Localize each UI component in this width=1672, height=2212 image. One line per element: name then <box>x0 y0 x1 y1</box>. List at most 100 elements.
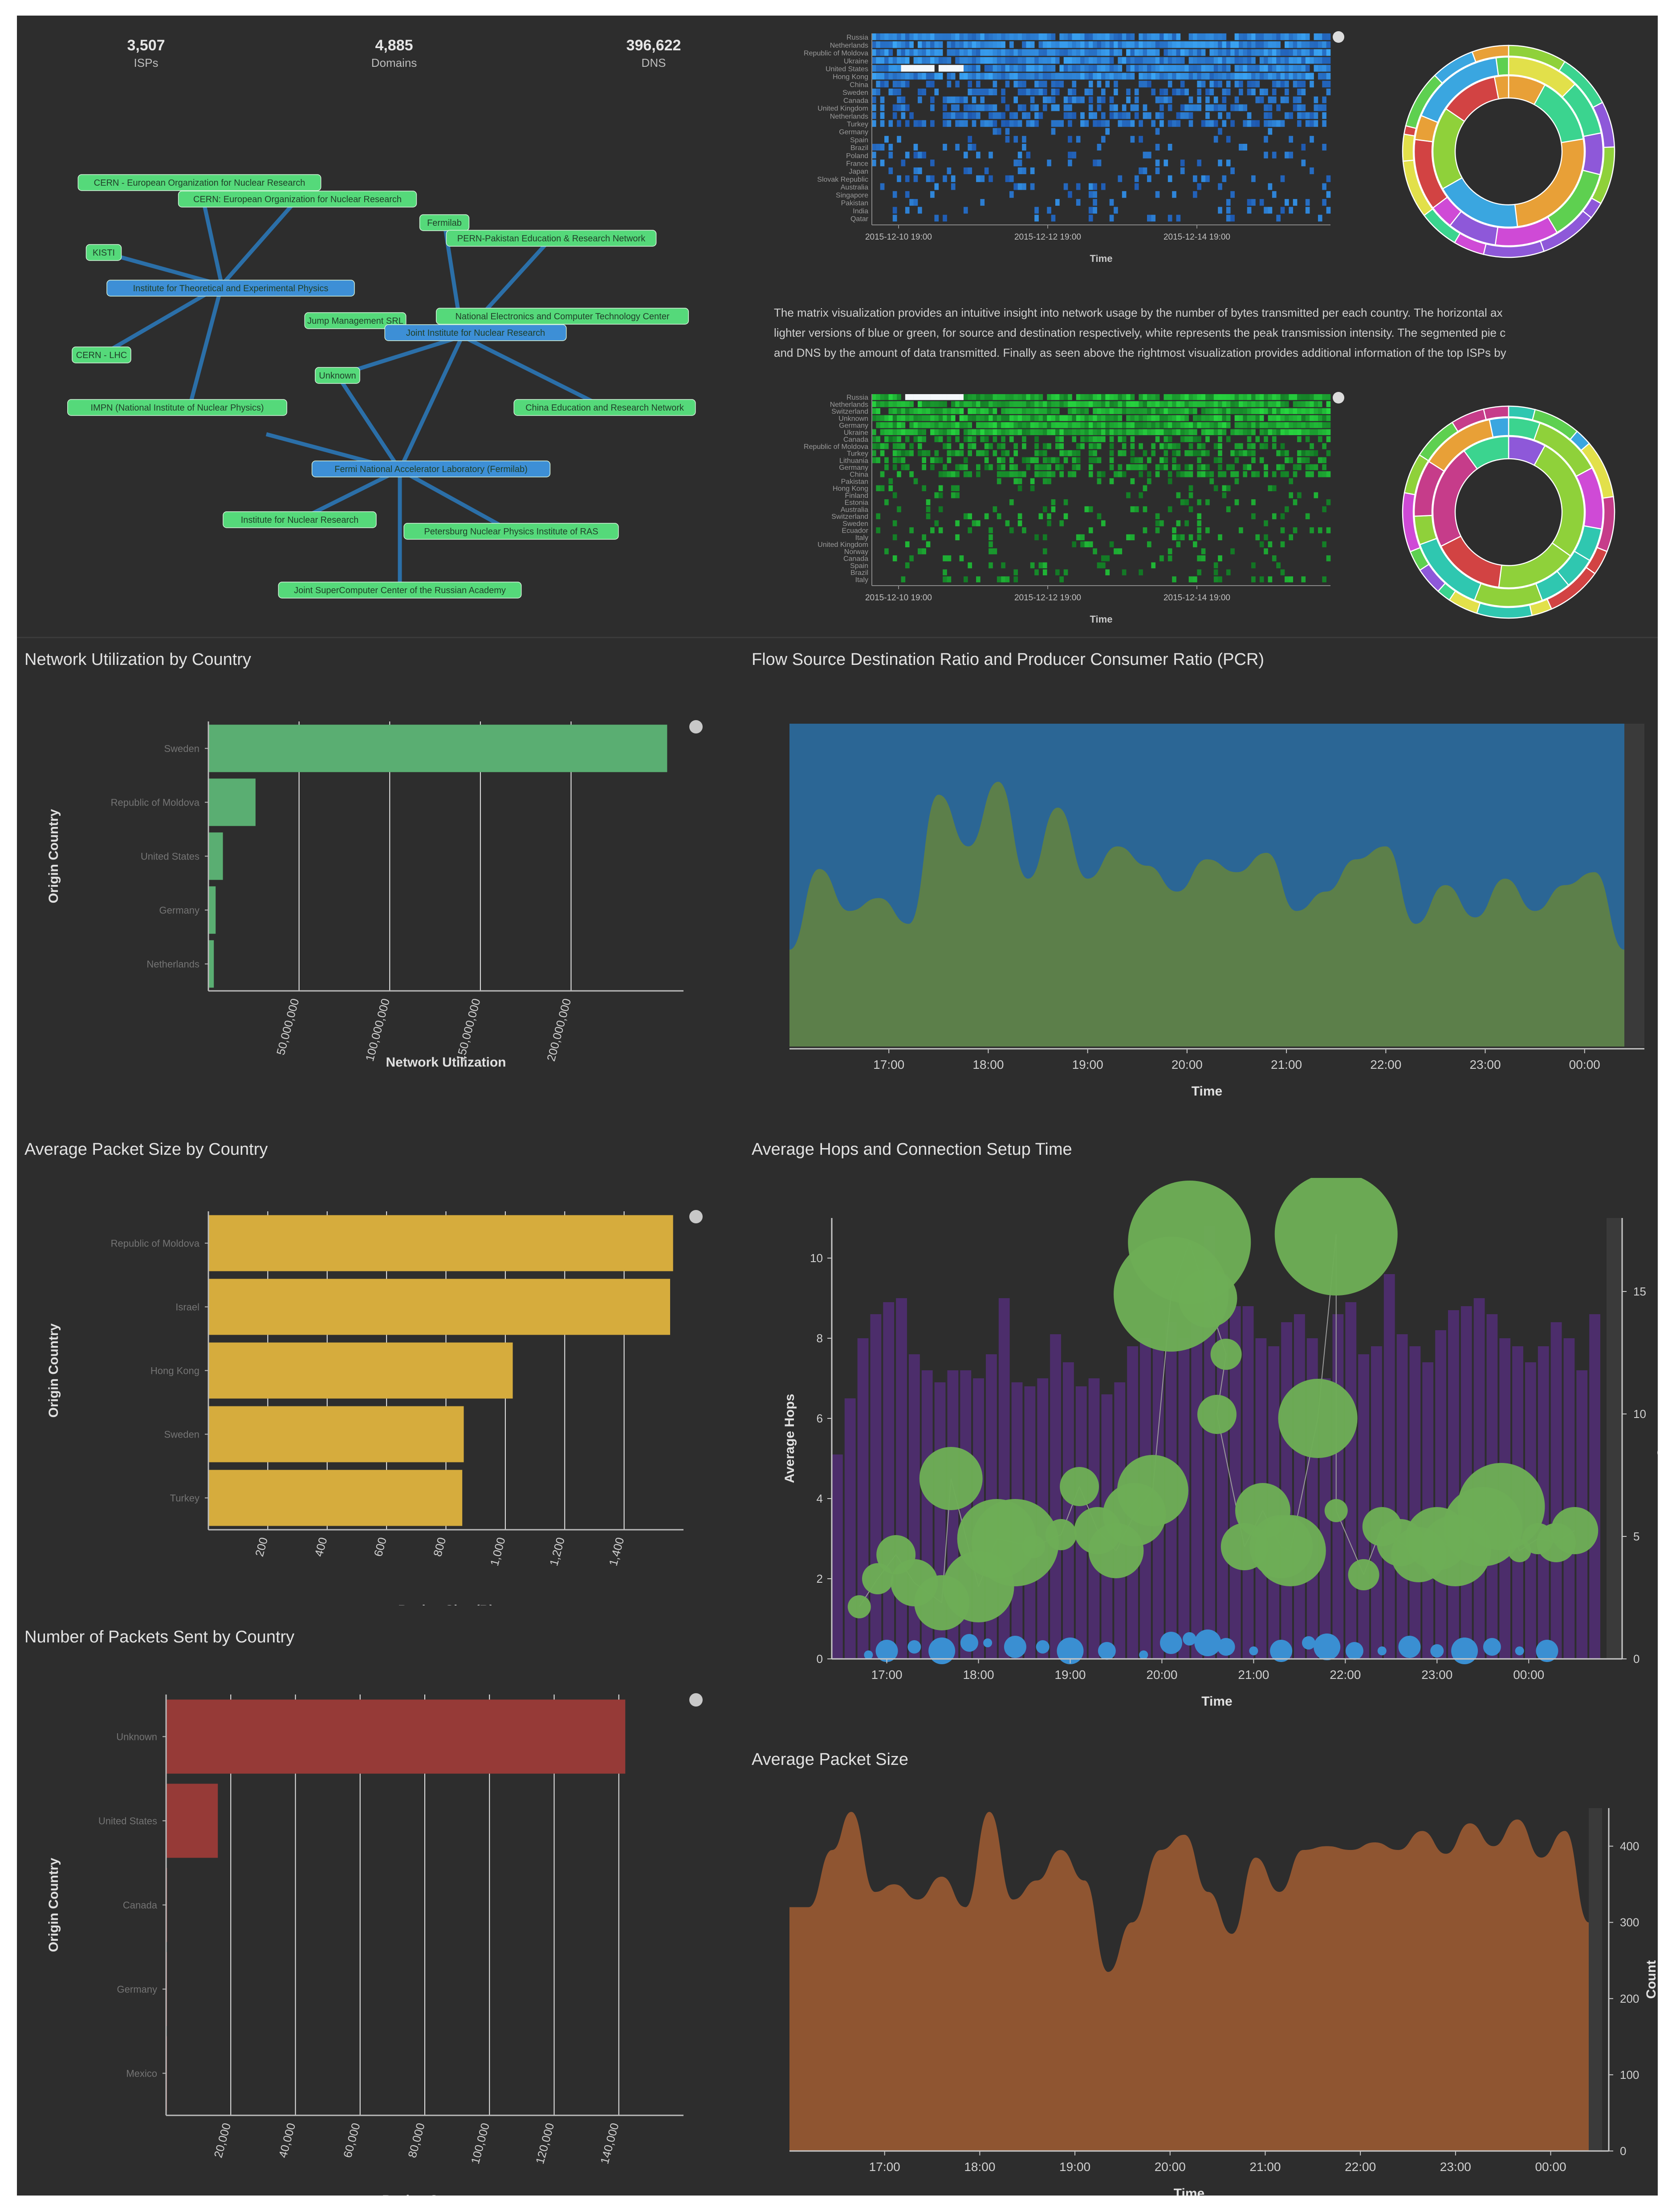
heatmap-cell <box>1289 65 1294 72</box>
heatmap-cell <box>951 33 956 41</box>
heatmap-cell <box>1122 443 1127 449</box>
graph-node[interactable]: Joint SuperComputer Center of the Russia… <box>278 582 522 599</box>
heatmap-cell <box>1243 471 1248 477</box>
heatmap-cell <box>1139 415 1143 421</box>
heatmap-cell <box>905 191 910 198</box>
heatmap-cell <box>1239 401 1243 407</box>
destination-country-heatmap[interactable]: RussiaNetherlandsSwitzerlandUnknownGerma… <box>774 385 1353 644</box>
flow-ratio-chart[interactable]: 17:00 18:00 19:00 20:00 21:00 22:00 23:00 00:00… <box>752 688 1658 1116</box>
heatmap-cell <box>1009 436 1014 442</box>
heatmap-cell <box>1318 422 1322 428</box>
heatmap-cell <box>1272 191 1277 198</box>
graph-node[interactable]: CERN - LHC <box>72 346 131 363</box>
heatmap-cell <box>1159 120 1164 127</box>
heatmap-cell <box>1047 159 1051 167</box>
heatmap-cell <box>1305 33 1310 41</box>
isp-network-graph[interactable]: CERN - European Organization for Nuclear… <box>17 149 769 617</box>
hops-bar <box>1242 1306 1254 1659</box>
graph-node[interactable]: Petersburg Nuclear Physics Institute of … <box>403 523 619 540</box>
heatmap-cell <box>1009 49 1014 56</box>
heatmap-cell <box>1001 73 1005 80</box>
heatmap-cell <box>976 422 980 428</box>
heatmap-cell <box>1289 415 1294 421</box>
heatmap-cell <box>1209 57 1214 64</box>
graph-node[interactable]: PERN-Pakistan Education & Research Netwo… <box>446 230 657 247</box>
heatmap-cell <box>997 422 1001 428</box>
heatmap-cell <box>980 175 985 182</box>
graph-node[interactable]: Fermilab <box>419 214 470 231</box>
heatmap-cell <box>1118 415 1123 421</box>
heatmap-cell <box>1122 471 1127 477</box>
heatmap-cell <box>1084 33 1089 41</box>
heatmap-cell <box>926 415 931 421</box>
heatmap-cell <box>1151 401 1156 407</box>
graph-node[interactable]: CERN: European Organization for Nuclear … <box>178 191 417 208</box>
heatmap-cell <box>1280 464 1285 470</box>
heatmap-cell <box>1188 33 1193 41</box>
graph-node[interactable]: Fermi National Accelerator Laboratory (F… <box>311 460 551 477</box>
heatmap-cell <box>1130 65 1135 72</box>
graph-node[interactable]: Institute for Theoretical and Experiment… <box>106 280 355 297</box>
heatmap-cell <box>1251 471 1256 477</box>
heatmap-cell <box>1030 49 1035 56</box>
network-utilization-chart[interactable]: 50,000,000 100,000,000 150,000,000 200,000,… <box>17 688 738 1116</box>
heatmap-cell <box>1318 65 1322 72</box>
heatmap-cell <box>1042 81 1047 88</box>
graph-node[interactable]: Jump Management SRL <box>304 312 407 329</box>
graph-node[interactable]: KISTI <box>85 244 122 261</box>
heatmap-cell <box>1301 49 1306 56</box>
graph-node[interactable]: Institute for Nuclear Research <box>223 511 377 528</box>
heatmap-cell <box>955 33 960 41</box>
hops-bar <box>1281 1322 1292 1659</box>
heatmap-cell <box>947 408 952 414</box>
isp-sunburst-destination[interactable] <box>1397 401 1620 623</box>
heatmap-cell <box>1105 555 1110 562</box>
y-tick-label: 0 <box>817 1652 823 1666</box>
heatmap-cell <box>947 394 952 400</box>
heatmap-cell <box>892 401 897 407</box>
heatmap-cell <box>1243 464 1248 470</box>
heatmap-cell <box>880 429 885 436</box>
heatmap-cell <box>1314 112 1318 119</box>
heatmap-cell <box>1130 49 1135 56</box>
heatmap-cell <box>1005 401 1010 407</box>
heatmap-cell <box>1268 49 1273 56</box>
heatmap-cell <box>1205 96 1210 103</box>
heatmap-cell <box>1151 429 1156 436</box>
heatmap-cell <box>1264 136 1268 143</box>
graph-node[interactable]: CERN - European Organization for Nuclear… <box>77 174 321 191</box>
setup-bubble-small <box>1098 1642 1116 1660</box>
setup-bubble-small <box>1057 1638 1084 1664</box>
heatmap-cell <box>1022 41 1026 48</box>
heatmap-cell <box>980 394 985 400</box>
heatmap-cell <box>947 167 952 175</box>
graph-node[interactable]: National Electronics and Computer Techno… <box>435 308 689 325</box>
heatmap-cell <box>1109 65 1114 72</box>
graph-node-label: National Electronics and Computer Techno… <box>455 312 669 322</box>
graph-node[interactable]: China Education and Research Network <box>513 399 696 416</box>
heatmap-cell <box>1114 49 1118 56</box>
packets-sent-chart[interactable]: 20,000 40,000 60,000 80,000 100,000 120,000 14… <box>17 1670 738 2196</box>
heatmap-cell <box>997 401 1001 407</box>
heatmap-cell <box>1184 41 1189 48</box>
heatmap-country-label: Germany <box>839 129 868 136</box>
heatmap-cell <box>1222 471 1227 477</box>
heatmap-cell <box>1147 408 1151 414</box>
heatmap-cell <box>1088 57 1093 64</box>
bar <box>208 1470 463 1526</box>
heatmap-cell <box>1197 513 1202 519</box>
graph-node[interactable]: Unknown <box>315 367 360 384</box>
heatmap-cell <box>947 576 952 583</box>
graph-node[interactable]: Joint Institute for Nuclear Research <box>384 324 567 341</box>
heatmap-cell <box>1030 88 1035 96</box>
heatmap-cell <box>1230 548 1235 554</box>
graph-node[interactable]: IMPN (National Institute of Nuclear Phys… <box>67 399 287 416</box>
isp-sunburst-source[interactable] <box>1397 40 1620 263</box>
heatmap-cell <box>1105 415 1110 421</box>
heatmap-cell <box>1051 120 1056 127</box>
heatmap-cell <box>1013 112 1018 119</box>
